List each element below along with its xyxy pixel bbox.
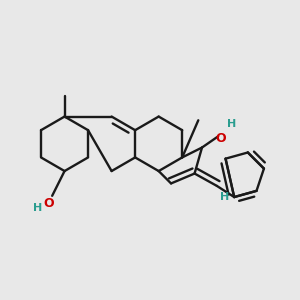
- Text: O: O: [215, 132, 226, 146]
- Text: H: H: [227, 119, 236, 129]
- Text: H: H: [33, 203, 42, 213]
- Text: H: H: [220, 192, 229, 202]
- Text: O: O: [43, 197, 54, 210]
